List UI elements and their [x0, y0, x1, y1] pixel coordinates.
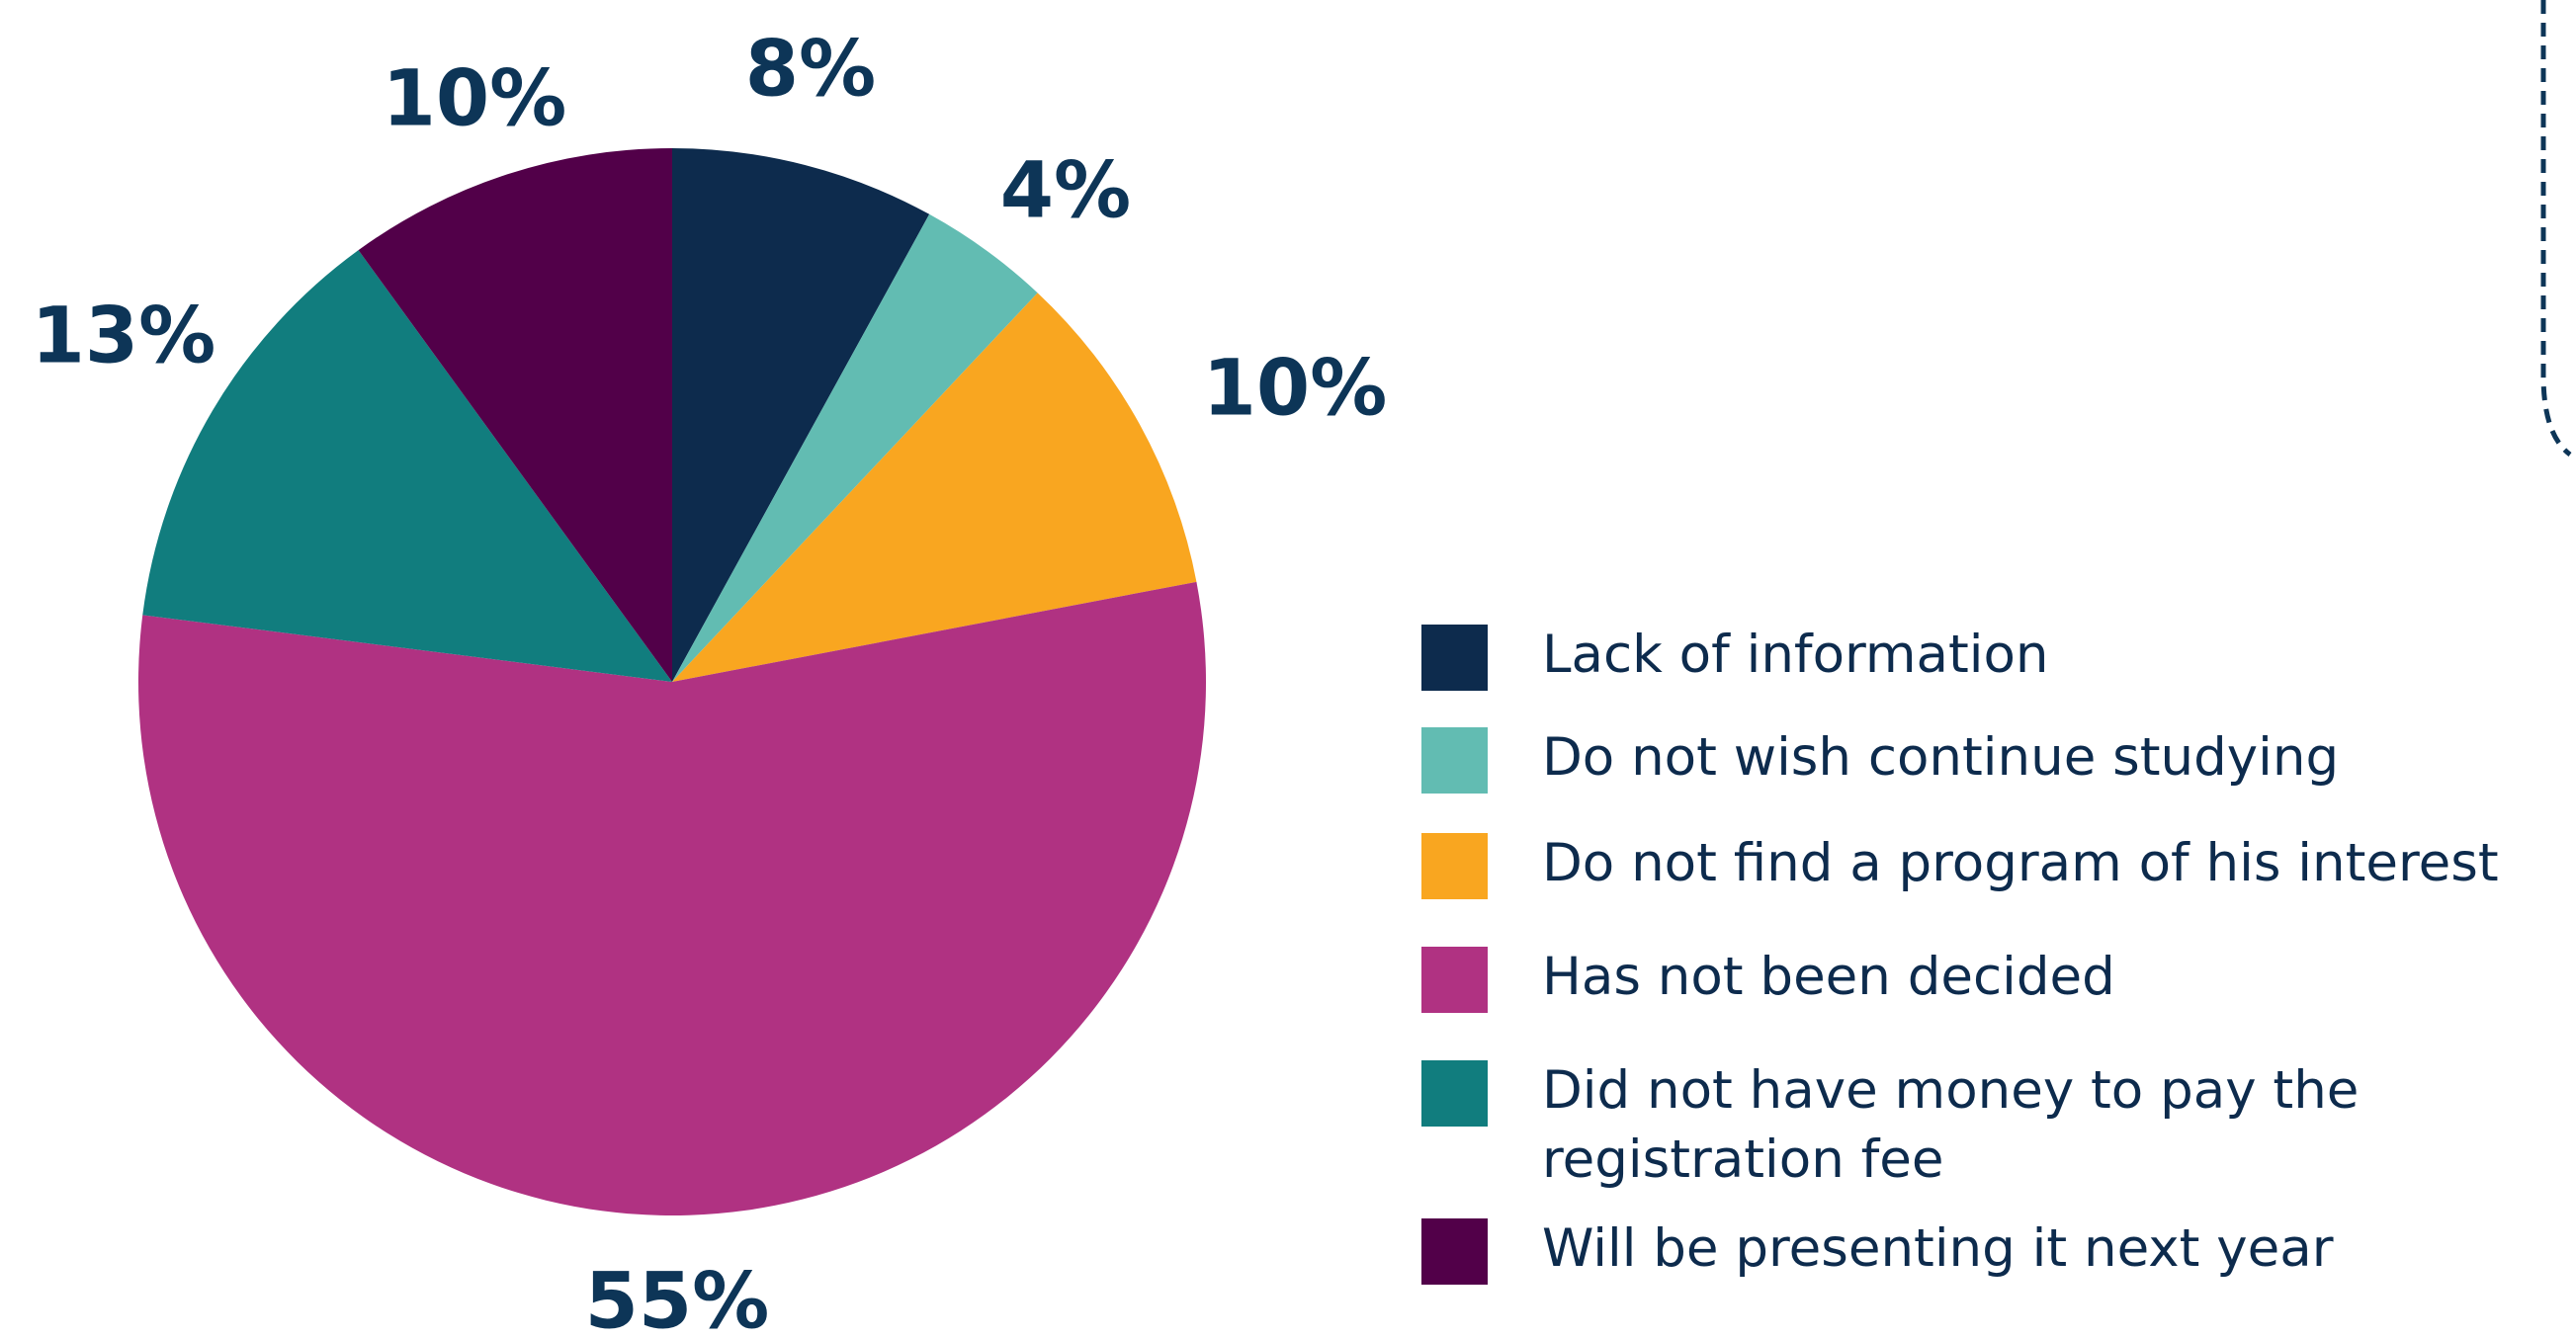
- pie-slice-3: [672, 293, 1197, 682]
- legend-label-5-line-2: registration fee: [1542, 1130, 1944, 1190]
- legend-label-4: Has not been decided: [1542, 947, 2115, 1007]
- legend-swatch-2: [1421, 727, 1488, 794]
- legend-label-6: Will be presenting it next year: [1542, 1218, 2334, 1279]
- legend-swatch-4: [1421, 947, 1488, 1013]
- pie-label-3: 10%: [1203, 344, 1388, 433]
- legend-label-1: Lack of information: [1542, 625, 2049, 685]
- legend-swatch-5: [1421, 1060, 1488, 1127]
- chart-legend: Lack of information Do not wish continue …: [1421, 625, 2499, 1285]
- legend-swatch-1: [1421, 625, 1488, 691]
- pie-slice-5: [142, 250, 672, 682]
- pie-slice-6: [358, 148, 672, 682]
- legend-label-3: Do not find a program of his interest: [1542, 833, 2499, 893]
- legend-swatch-6: [1421, 1218, 1488, 1285]
- pie-chart: [137, 148, 1206, 1216]
- dashed-border-decoration: [2540, 0, 2572, 458]
- legend-label-5-line-1: Did not have money to pay the: [1542, 1060, 2359, 1121]
- pie-slice-1: [672, 148, 930, 682]
- pie-percentage-labels: 8% 4% 10% 55% 13% 10%: [32, 25, 1388, 1339]
- pie-label-5: 13%: [32, 292, 216, 380]
- pie-label-4: 55%: [585, 1257, 770, 1339]
- pie-slice-2: [672, 213, 1038, 683]
- pie-label-6: 10%: [383, 54, 567, 143]
- legend-label-2: Do not wish continue studying: [1542, 727, 2339, 788]
- pie-label-1: 8%: [745, 25, 876, 114]
- pie-slice-4: [137, 581, 1206, 1216]
- legend-swatch-3: [1421, 833, 1488, 899]
- pie-label-2: 4%: [1000, 146, 1131, 235]
